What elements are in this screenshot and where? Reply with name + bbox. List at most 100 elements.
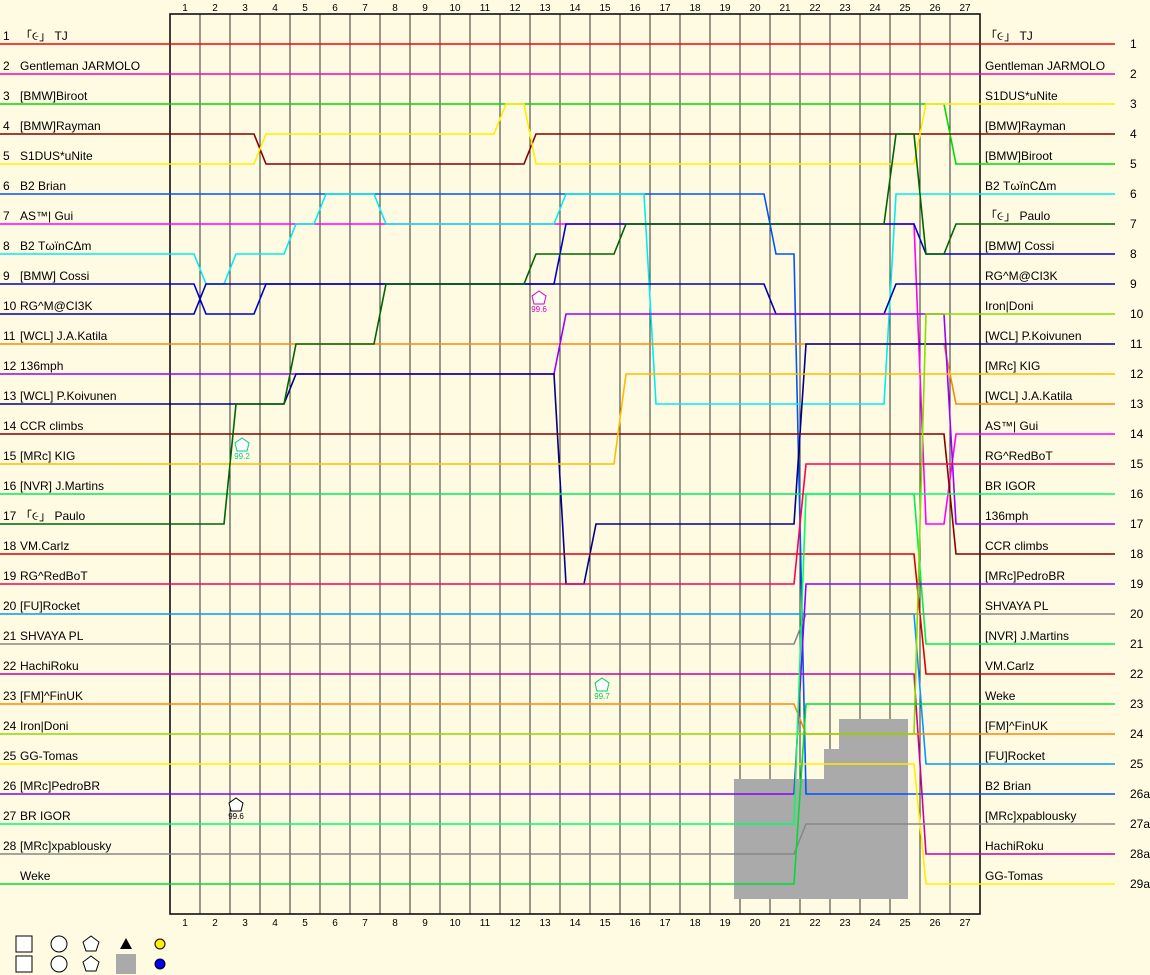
right-driver-name: CCR climbs xyxy=(985,539,1048,553)
left-position-number: 9 xyxy=(3,269,10,283)
left-position-number: 13 xyxy=(3,389,17,403)
lap-number-top: 24 xyxy=(869,3,881,14)
lap-number-bottom: 13 xyxy=(539,918,551,929)
lap-number-top: 17 xyxy=(659,3,671,14)
lap-number-top: 12 xyxy=(509,3,521,14)
right-driver-name: 136mph xyxy=(985,509,1028,523)
lap-number-top: 9 xyxy=(422,3,428,14)
right-position-number: 21 xyxy=(1130,637,1144,651)
lap-number-top: 6 xyxy=(332,3,338,14)
lap-number-bottom: 22 xyxy=(809,918,821,929)
lap-number-top: 23 xyxy=(839,3,851,14)
lap-number-bottom: 17 xyxy=(659,918,671,929)
lap-number-top: 13 xyxy=(539,3,551,14)
left-position-number: 2 xyxy=(3,59,10,73)
left-position-number: 23 xyxy=(3,689,17,703)
right-position-number: 8 xyxy=(1130,247,1137,261)
left-driver-name: RG^RedBoT xyxy=(20,569,88,583)
left-position-number: 27 xyxy=(3,809,17,823)
left-driver-name: 「઩૯」 TJ xyxy=(20,29,68,43)
legend-square-icon xyxy=(16,936,32,952)
left-position-number: 8 xyxy=(3,239,10,253)
lap-number-top: 15 xyxy=(599,3,611,14)
right-driver-name: HachiRoku xyxy=(985,839,1044,853)
right-position-number: 18 xyxy=(1130,547,1144,561)
left-driver-name: CCR climbs xyxy=(20,419,83,433)
lap-number-bottom: 2 xyxy=(212,918,218,929)
lap-number-top: 21 xyxy=(779,3,791,14)
lap-number-bottom: 18 xyxy=(689,918,701,929)
right-driver-name: [WCL] P.Koivunen xyxy=(985,329,1082,343)
left-driver-name: [BMW] Cossi xyxy=(20,269,89,283)
lap-number-top: 7 xyxy=(362,3,368,14)
left-position-number: 11 xyxy=(3,329,16,343)
left-driver-name: B2઩ TωïnCΔm xyxy=(20,239,91,253)
left-position-number: 6 xyxy=(3,179,10,193)
left-driver-name: BR IGOR xyxy=(20,809,71,823)
lap-number-top: 26 xyxy=(929,3,941,14)
left-position-number: 25 xyxy=(3,749,17,763)
lap-number-bottom: 5 xyxy=(302,918,308,929)
left-position-number: 28 xyxy=(3,839,17,853)
lap-number-bottom: 3 xyxy=(242,918,248,929)
left-position-number: 1 xyxy=(3,29,10,43)
right-driver-name: VM.Carlz xyxy=(985,659,1034,673)
lap-number-bottom: 21 xyxy=(779,918,791,929)
right-position-number: 13 xyxy=(1130,397,1144,411)
left-position-number: 14 xyxy=(3,419,17,433)
lap-number-top: 10 xyxy=(449,3,461,14)
left-driver-name: [MRc]PedroBR xyxy=(20,779,100,793)
right-driver-name: [FM]^FinUK xyxy=(985,719,1048,733)
left-driver-name: [WCL] J.A.Katila xyxy=(20,329,108,343)
left-driver-name: HachiRoku xyxy=(20,659,79,673)
right-position-number: 15 xyxy=(1130,457,1144,471)
right-position-number: 26a xyxy=(1130,787,1150,801)
lap-number-top: 22 xyxy=(809,3,821,14)
annotation-label: 99.6 xyxy=(531,305,547,314)
right-driver-name: [MRc]PedroBR xyxy=(985,569,1065,583)
right-driver-name: AS™| Gui xyxy=(985,419,1038,433)
right-position-number: 3 xyxy=(1130,97,1137,111)
lap-number-bottom: 11 xyxy=(480,918,491,929)
legend-square-icon xyxy=(16,956,32,972)
right-driver-name: [BMW] Cossi xyxy=(985,239,1054,253)
left-driver-name: [MRc]xpablousky xyxy=(20,839,111,853)
left-position-number: 7 xyxy=(3,209,10,223)
right-position-number: 2 xyxy=(1130,67,1137,81)
right-driver-name: 「઩૯」 Paulo xyxy=(985,209,1050,223)
right-position-number: 14 xyxy=(1130,427,1144,441)
legend-grey-block-icon xyxy=(116,954,136,974)
right-driver-name: [BMW]Rayman xyxy=(985,119,1066,133)
right-driver-name: GG-Tomas xyxy=(985,869,1043,883)
right-position-number: 4 xyxy=(1130,127,1137,141)
left-position-number: 17 xyxy=(3,509,17,523)
left-driver-name: [MRc] KIG xyxy=(20,449,75,463)
left-driver-name: S1DUS*uNite xyxy=(20,149,93,163)
lap-number-top: 4 xyxy=(272,3,278,14)
left-position-number: 16 xyxy=(3,479,17,493)
left-position-number: 18 xyxy=(3,539,17,553)
lap-number-bottom: 1 xyxy=(182,918,188,929)
right-driver-name: B2઩ TωïnCΔm xyxy=(985,179,1056,193)
lap-number-bottom: 26 xyxy=(929,918,941,929)
right-position-number: 17 xyxy=(1130,517,1144,531)
right-position-number: 7 xyxy=(1130,217,1137,231)
lap-number-bottom: 24 xyxy=(869,918,881,929)
left-driver-name: GG-Tomas xyxy=(20,749,78,763)
left-driver-name: Iron|Doni xyxy=(20,719,68,733)
left-position-number: 15 xyxy=(3,449,17,463)
right-position-number: 29a xyxy=(1130,877,1150,891)
left-position-number: 22 xyxy=(3,659,17,673)
pit-block xyxy=(839,719,908,899)
lap-number-top: 3 xyxy=(242,3,248,14)
lap-number-bottom: 19 xyxy=(719,918,731,929)
left-position-number: 3 xyxy=(3,89,10,103)
right-driver-name: B2઩ Brian xyxy=(985,779,1031,793)
left-driver-name: RG^M@CI3K xyxy=(20,299,93,313)
right-position-number: 20 xyxy=(1130,607,1144,621)
right-driver-name: [MRc] KIG xyxy=(985,359,1040,373)
right-driver-name: [NVR] J.Martins xyxy=(985,629,1069,643)
right-driver-name: Iron|Doni xyxy=(985,299,1033,313)
left-driver-name: 「઩૯」 Paulo xyxy=(20,509,85,523)
